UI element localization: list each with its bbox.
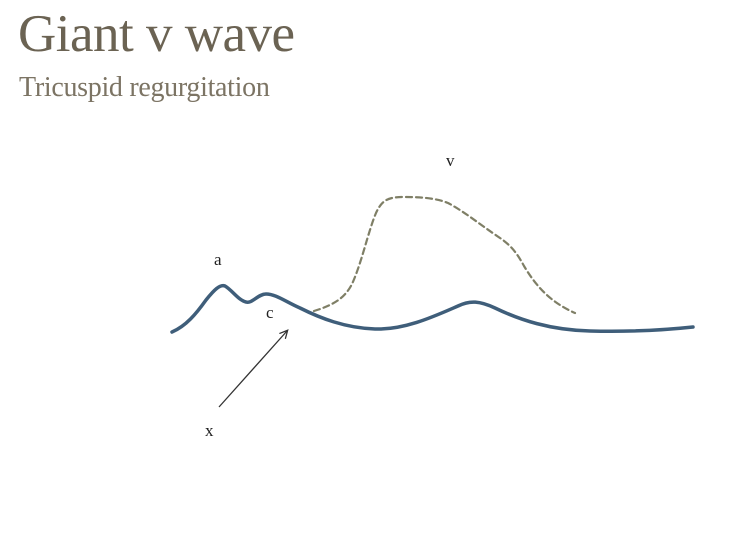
label-a-wave: a <box>214 250 222 269</box>
giant-v-wave-line <box>312 195 577 315</box>
slide-title: Giant v wave <box>18 5 295 63</box>
slide-subtitle: Tricuspid regurgitation <box>19 72 270 103</box>
x-descent-arrow <box>218 331 287 408</box>
label-x-descent: x <box>205 421 214 440</box>
label-c-wave: c <box>266 303 274 322</box>
jvp-waveform-line <box>170 283 695 334</box>
label-v-wave: v <box>446 151 455 170</box>
